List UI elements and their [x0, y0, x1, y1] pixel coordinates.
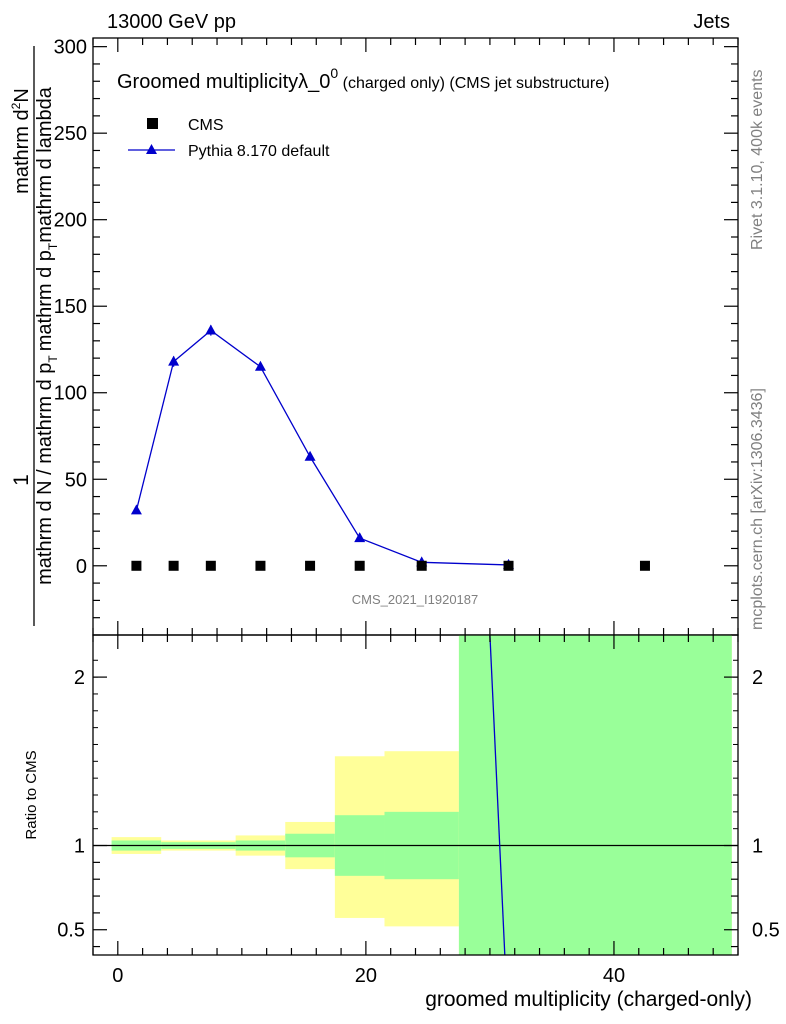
- cms-point: [205, 560, 216, 571]
- ratio-y-tick-label-right: 1: [752, 836, 763, 858]
- x-tick-label: 0: [112, 965, 123, 987]
- pythia-point: [354, 532, 366, 543]
- rivet-version-text: Rivet 3.1.10, 400k events: [749, 69, 766, 250]
- legend-pythia-marker: [146, 144, 157, 154]
- ratio-lines: [93, 634, 738, 956]
- ratio-band-inner: [458, 635, 732, 955]
- title-lambda: λ_0: [298, 71, 330, 93]
- chart-title: Groomed multiplicityλ_00 (charged only) …: [117, 65, 609, 93]
- ratio-y-tick-label-right: 0.5: [752, 920, 780, 942]
- y-tick-label: 250: [54, 123, 87, 145]
- main-y-ticks: 0 50 100 150 200 250 300: [54, 37, 738, 636]
- header-category: Jets: [693, 11, 730, 33]
- title-main: Groomed multiplicity: [117, 71, 298, 93]
- pythia-point: [130, 504, 142, 515]
- ylabel-denominator: mathrm d N / mathrm d pTmathrm d pTmathr…: [34, 86, 60, 585]
- y-tick-label: 50: [65, 469, 87, 491]
- legend: CMS Pythia 8.170 default: [128, 117, 330, 160]
- ylabel-one: 1: [10, 474, 33, 486]
- cms-point: [255, 560, 266, 571]
- x-tick-label: 20: [355, 965, 377, 987]
- pythia-line: [135, 329, 509, 566]
- main-series: [130, 324, 650, 571]
- ylabel-den-second-sub: T: [46, 242, 60, 250]
- header-energy: 13000 GeV pp: [107, 11, 236, 33]
- cms-point: [416, 560, 427, 571]
- ylabel-den-tail: mathrm d lambda: [34, 86, 56, 242]
- legend-cms-label: CMS: [188, 117, 224, 134]
- y-tick-label: 200: [54, 210, 87, 232]
- pythia-point: [168, 355, 180, 366]
- legend-pythia-label: Pythia 8.170 default: [188, 143, 330, 160]
- ratio-ticks: 0 20 40 0.5 0.5 1 1 2 2: [57, 635, 780, 987]
- ylabel-numerator: mathrm d2N: [9, 88, 33, 194]
- mcplots-credit-text: mcplots.cern.ch [arXiv:1306.3436]: [749, 388, 766, 630]
- ylabel-num: mathrm d: [11, 109, 33, 193]
- cms-point: [131, 560, 142, 571]
- y-tick-label: 0: [76, 556, 87, 578]
- main-x-ticks: [92, 38, 739, 635]
- ratio-y-tick-label-right: 2: [752, 667, 763, 689]
- analysis-watermark: CMS_2021_I1920187: [352, 592, 479, 607]
- pythia-point: [304, 450, 316, 461]
- cms-point: [639, 560, 650, 571]
- y-tick-label: 300: [54, 37, 87, 59]
- x-tick-label: 40: [603, 965, 625, 987]
- pythia-point: [205, 324, 217, 335]
- cms-point: [503, 560, 514, 571]
- ratio-pythia-line: [489, 634, 506, 956]
- x-axis-label: groomed multiplicity (charged-only): [425, 988, 752, 1011]
- ylabel-num-sup: 2: [9, 102, 23, 109]
- pythia-point: [254, 360, 266, 371]
- ylabel-den-first-sub: T: [46, 355, 60, 363]
- ylabel-den-first: mathrm d N / mathrm d p: [34, 363, 56, 585]
- ylabel-den-second: mathrm d p: [34, 250, 56, 351]
- y-tick-label: 150: [54, 296, 87, 318]
- ratio-uncertainty-bands: [111, 635, 732, 955]
- ratio-y-tick-label: 1: [74, 836, 85, 858]
- ylabel-num-n: N: [11, 88, 33, 102]
- ratio-y-tick-label: 0.5: [57, 920, 85, 942]
- cms-point: [354, 560, 365, 571]
- cms-point: [168, 560, 179, 571]
- cms-point: [305, 560, 316, 571]
- ratio-y-tick-label: 2: [74, 667, 85, 689]
- legend-cms-marker: [147, 118, 158, 129]
- ratio-y-axis-label: Ratio to CMS: [23, 750, 40, 839]
- title-superscript: 0: [330, 65, 338, 81]
- y-tick-label: 100: [54, 383, 87, 405]
- title-rest: (charged only) (CMS jet substructure): [338, 75, 609, 92]
- main-y-axis-label: 1 mathrm d2N mathrm d N / mathrm d pTmat…: [9, 46, 60, 626]
